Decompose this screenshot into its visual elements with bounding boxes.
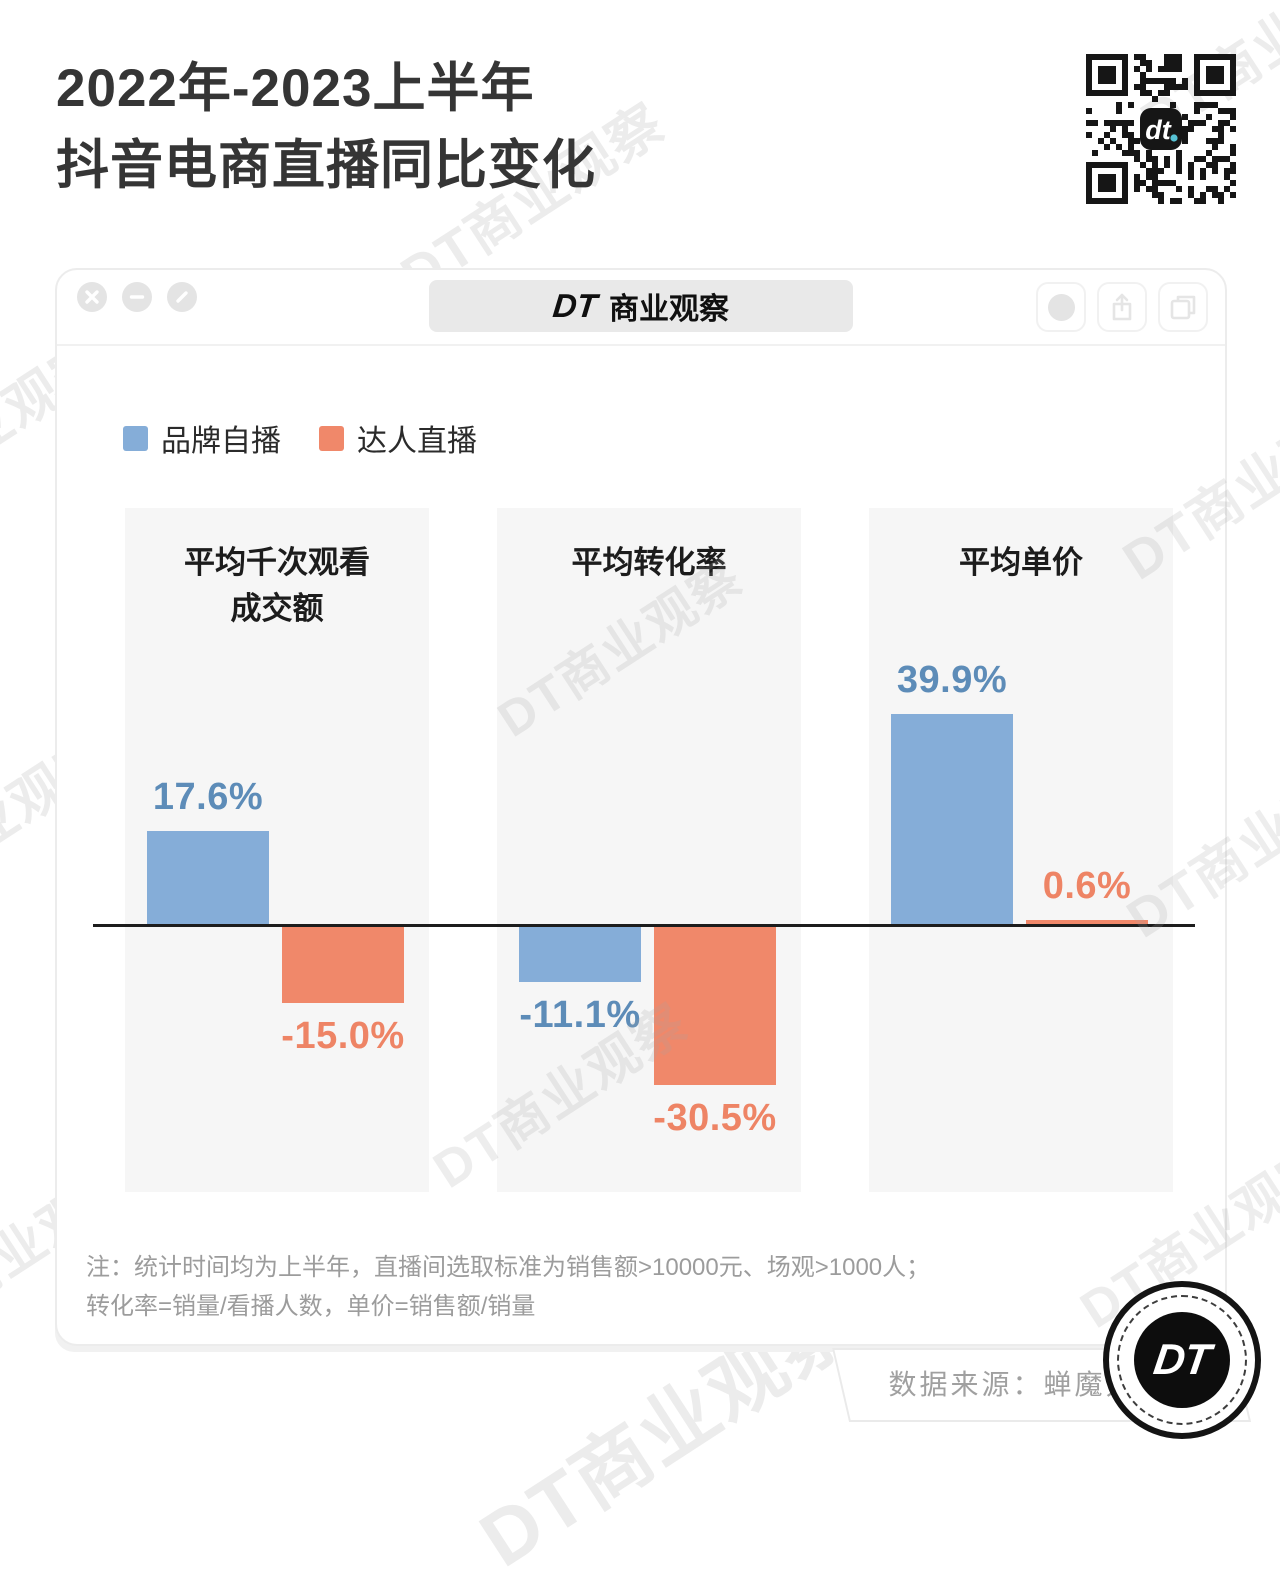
window-toolbar <box>1036 282 1208 332</box>
bar-talent <box>654 924 776 1085</box>
page-title-line2: 抖音电商直播同比变化 <box>56 136 596 195</box>
metric-panel-avg-unit-price: 平均单价 39.9% 0.6% <box>869 508 1173 1192</box>
minimize-icon <box>129 295 145 299</box>
metric-panel-conversion-rate: 平均转化率 -11.1% -30.5% <box>497 508 801 1192</box>
bar-talent <box>1026 920 1148 924</box>
bars-area: -11.1% -30.5% <box>497 508 801 1192</box>
bar-value-label: -30.5% <box>653 1097 777 1139</box>
qr-code: dt <box>1086 54 1236 204</box>
bars-area: 39.9% 0.6% <box>869 508 1173 1192</box>
record-button[interactable] <box>1036 282 1086 332</box>
bar-value-label: -15.0% <box>281 1015 405 1057</box>
bar-brand <box>147 831 269 924</box>
bar-value-label: 0.6% <box>1042 865 1132 907</box>
legend-label: 达人直播 <box>357 425 477 458</box>
brand-name: 商业观察 <box>609 293 729 326</box>
dt-logo-text: DT <box>1151 1335 1214 1384</box>
page-title-line1: 2022年-2023上半年 <box>56 59 535 118</box>
chart-legend: 品牌自播 达人直播 <box>123 416 477 460</box>
copy-icon <box>1170 295 1196 320</box>
legend-swatch-blue <box>123 425 148 451</box>
dt-logo-dashed-ring <box>1117 1295 1247 1425</box>
bar-talent <box>282 924 404 1003</box>
legend-item-talent-livestream: 达人直播 <box>319 416 477 460</box>
legend-swatch-orange <box>319 425 344 451</box>
bar-brand <box>519 924 641 982</box>
bar-value-label: 17.6% <box>152 776 264 818</box>
slash-icon <box>176 291 188 303</box>
bar-value-label: -11.1% <box>519 994 641 1036</box>
panel-title: 平均千次观看 成交额 <box>184 545 370 626</box>
dt-logo-core: DT <box>1134 1312 1230 1408</box>
zero-axis-line <box>93 924 1195 927</box>
metric-panel-gmv-per-1k-views: 平均千次观看 成交额 17.6% -15.0% <box>125 508 429 1192</box>
window-close-button[interactable] <box>77 282 107 312</box>
tabs-button[interactable] <box>1158 282 1208 332</box>
window-titlebar: DT 商业观察 <box>57 270 1225 346</box>
panel-title: 平均转化率 <box>571 545 727 580</box>
window-minimize-button[interactable] <box>122 282 152 312</box>
share-button[interactable] <box>1097 282 1147 332</box>
panel-title: 平均单价 <box>959 545 1083 580</box>
legend-item-brand-selfbroadcast: 品牌自播 <box>123 416 281 460</box>
window-title-pill: DT 商业观察 <box>429 280 853 332</box>
window-controls <box>77 282 197 312</box>
svg-text:dt: dt <box>1145 115 1171 145</box>
window-block-button[interactable] <box>167 282 197 312</box>
dt-logo: DT <box>1103 1281 1261 1439</box>
record-icon <box>1047 293 1075 321</box>
close-icon <box>85 290 99 304</box>
browser-window: DT 商业观察 品牌自播 达人直播 <box>55 268 1227 1346</box>
footnote: 注：统计时间均为上半年，直播间选取标准为销售额>10000元、场观>1000人；… <box>86 1254 931 1320</box>
bars-area: 17.6% -15.0% <box>125 508 429 1192</box>
legend-label: 品牌自播 <box>161 425 281 458</box>
brand-dt-logo: DT <box>551 287 599 324</box>
bar-value-label: 39.9% <box>896 659 1008 701</box>
share-icon <box>1112 293 1132 321</box>
page-title: 2022年-2023上半年 抖音电商直播同比变化 <box>56 50 596 204</box>
bar-brand <box>891 714 1013 924</box>
